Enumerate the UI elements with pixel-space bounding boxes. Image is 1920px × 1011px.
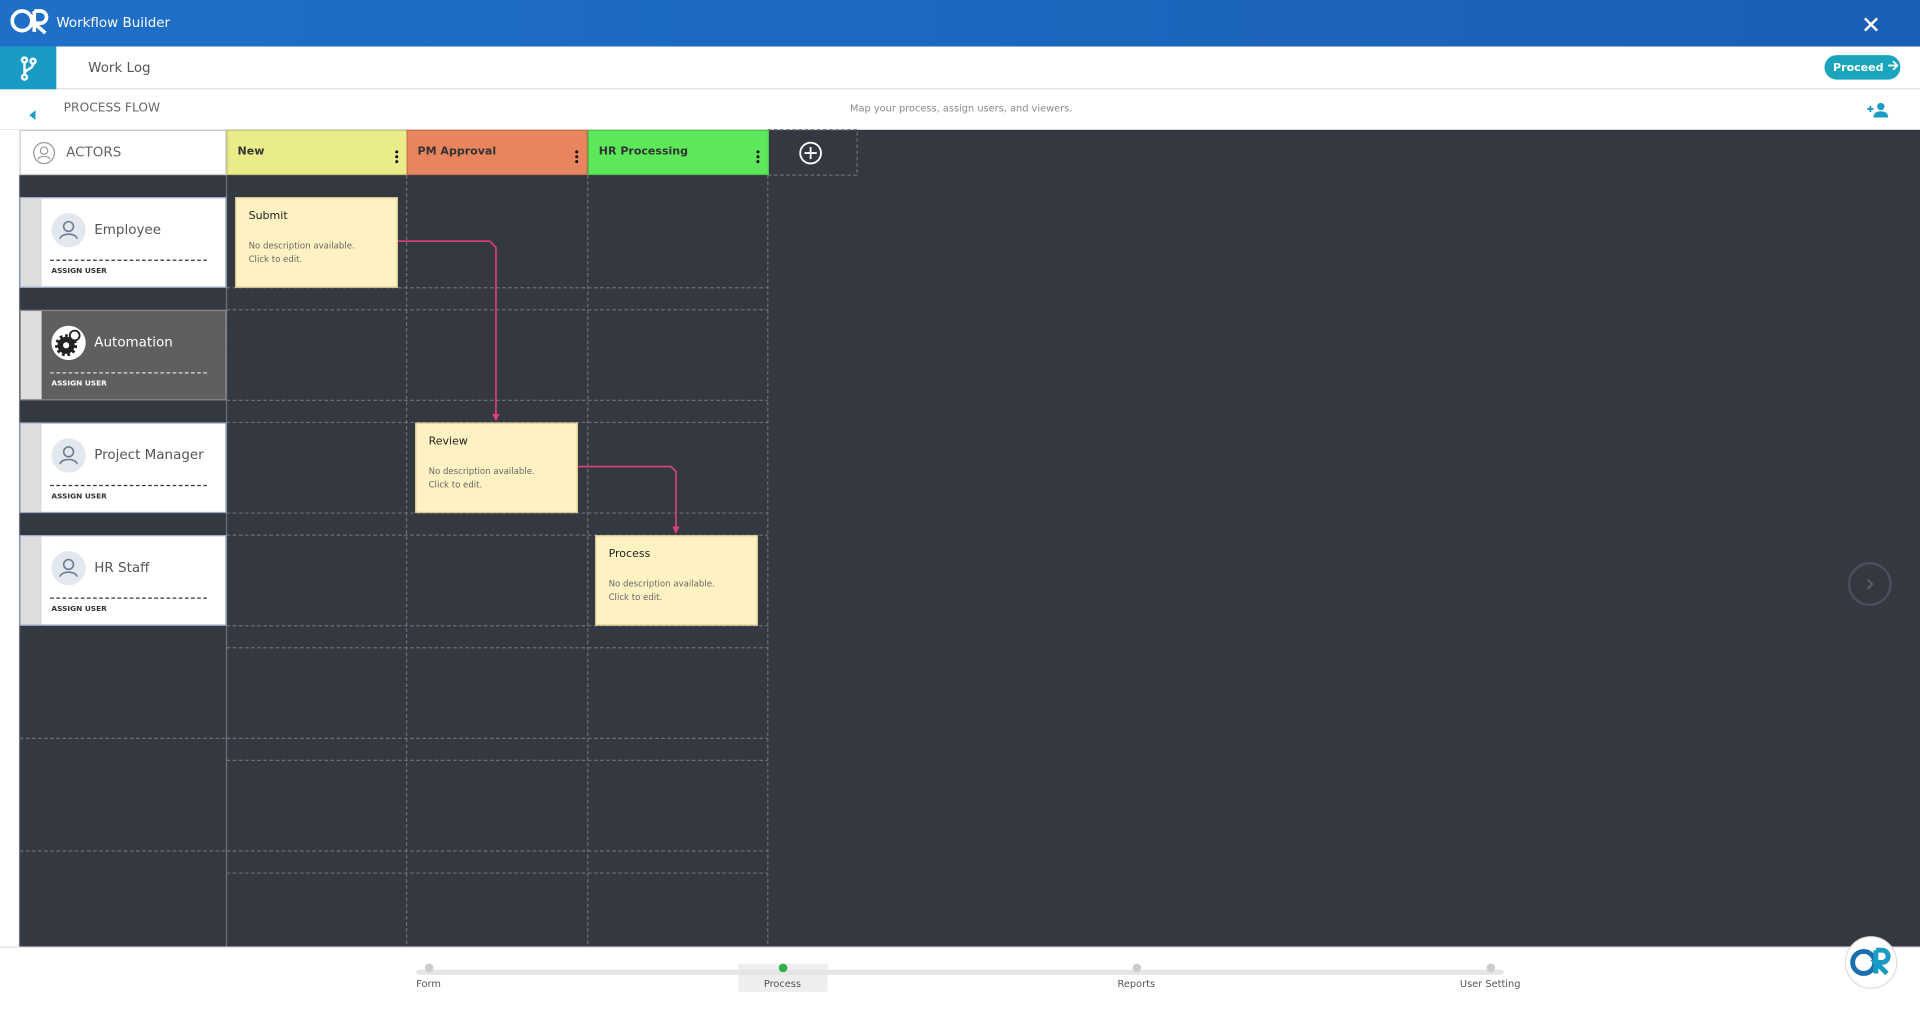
card-title: Review [428,435,468,449]
card-title: Submit [248,210,288,223]
column-menu[interactable] [574,146,579,164]
column-header: PM Approval [406,129,588,176]
corner-logo-icon [1844,936,1898,989]
canvas-margin [0,129,20,947]
dashed-line [50,484,207,487]
task-card[interactable]: Process No description available. Click to… [595,535,758,626]
actor-card[interactable]: Employee ASSIGN USER [19,197,227,288]
plus-icon [799,141,822,165]
card-description: No description available. [428,466,535,477]
connector-arrow [672,526,680,534]
column-name: New [237,145,265,158]
actor-strip [20,311,42,400]
tab[interactable]: Work Log [88,60,151,76]
dashed-line [50,597,207,599]
task-card[interactable]: Review No description available. Click to … [415,422,578,514]
menu-icon [575,150,579,164]
step-track [416,969,1504,975]
column-menu[interactable] [756,146,761,164]
section-subtitle: Map your process, assign users, and view… [850,102,1073,114]
column-menu[interactable] [394,146,399,164]
step-label[interactable]: Reports [1117,978,1156,990]
assign-user[interactable]: ASSIGN USER [51,492,107,501]
connector-arrow [492,413,500,422]
back-button[interactable] [27,103,39,121]
logo [10,7,49,36]
actor-strip [20,423,42,512]
actor-name: Automation [94,334,173,351]
column-name: PM Approval [417,145,497,158]
actor-card[interactable]: Project Manager ASSIGN USER [19,422,227,514]
flow-icon[interactable] [0,46,57,90]
menu-icon [395,150,399,164]
connector [577,465,677,531]
actor-name: Project Manager [94,446,204,463]
step-dot[interactable] [778,963,787,973]
actor-avatar [50,437,87,474]
next-button[interactable] [1847,562,1892,607]
actor-avatar [50,324,87,361]
actor-name: Employee [94,221,162,238]
proceed-button[interactable]: Proceed [1824,55,1901,80]
section-bar [0,89,1920,130]
corner-logo [1843,936,1899,990]
user-icon [51,551,86,586]
step-dot[interactable] [1132,963,1141,973]
footer [0,946,1920,1011]
task-card[interactable]: Submit No description available. Click to … [235,197,398,288]
step-label[interactable]: Form [416,978,441,990]
actor-avatar [50,212,87,249]
assign-user[interactable]: ASSIGN USER [51,604,107,614]
add-user-button[interactable] [1866,100,1890,118]
actors-header: ACTORS [19,129,227,176]
actors-icon [33,142,56,165]
card-title: Process [608,548,651,561]
connector [397,240,497,418]
menu-icon [756,150,760,164]
step-label[interactable]: User Setting [1459,978,1521,990]
column-name: HR Processing [598,145,689,158]
toolbar [0,46,1920,90]
step-dot[interactable] [1485,963,1495,973]
logo-icon [10,9,49,35]
user-icon [51,213,86,248]
close-button[interactable] [1861,15,1881,35]
actor-avatar [50,550,87,587]
button-label: Proceed [1833,62,1884,75]
next-icon [1866,578,1874,590]
arrow-icon [1888,60,1899,71]
close-icon [1864,17,1879,32]
user-icon [51,438,86,473]
add-user-icon [1867,102,1889,118]
dashed-line [50,259,207,261]
actor-strip [20,198,42,287]
add-column-button[interactable] [798,141,822,165]
back-icon [29,110,36,121]
assign-user[interactable]: ASSIGN USER [51,379,107,389]
title-bar [0,0,1920,47]
actors-label: ACTORS [66,144,122,161]
app-title: Workflow Builder [56,14,171,31]
column-header: New [226,129,408,176]
branch-icon [20,56,37,81]
card-description: No description available. [248,241,355,252]
card-description: Click to edit. [248,254,303,265]
card-description: Click to edit. [608,592,663,603]
card-description: No description available. [608,579,715,589]
actor-strip [20,536,42,625]
card-description: Click to edit. [428,480,483,490]
actor-card[interactable]: Automation ASSIGN USER [19,309,227,401]
actor-card[interactable]: HR Staff ASSIGN USER [19,535,227,626]
gear-icon [51,325,86,361]
column-header: HR Processing [587,129,769,176]
section-title: PROCESS FLOW [63,101,161,116]
step-label[interactable]: Process [763,978,802,990]
actor-name: HR Staff [94,559,150,576]
dashed-line [50,372,207,374]
assign-user[interactable]: ASSIGN USER [51,266,107,276]
step-dot[interactable] [424,963,433,973]
